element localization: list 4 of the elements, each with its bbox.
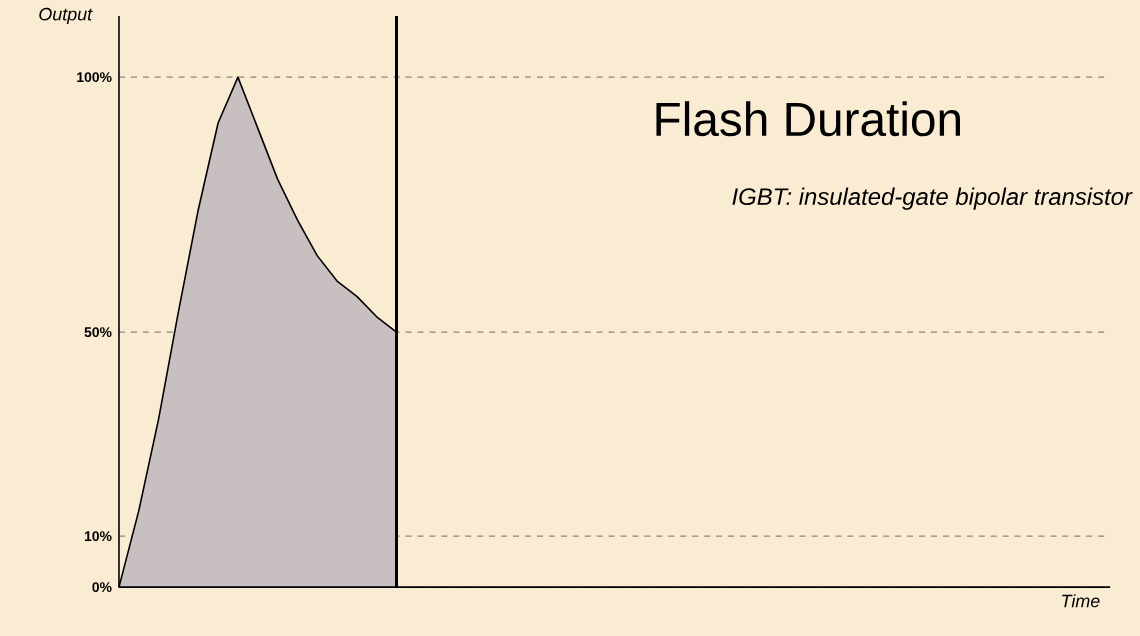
text: Flash Duration bbox=[656, 100, 960, 136]
text: IGBT: insulated-gate bipolar transistor bbox=[732, 187, 1133, 210]
x-axis-title: Time bbox=[1062, 593, 1100, 607]
y-axis-title: Output bbox=[39, 7, 93, 24]
